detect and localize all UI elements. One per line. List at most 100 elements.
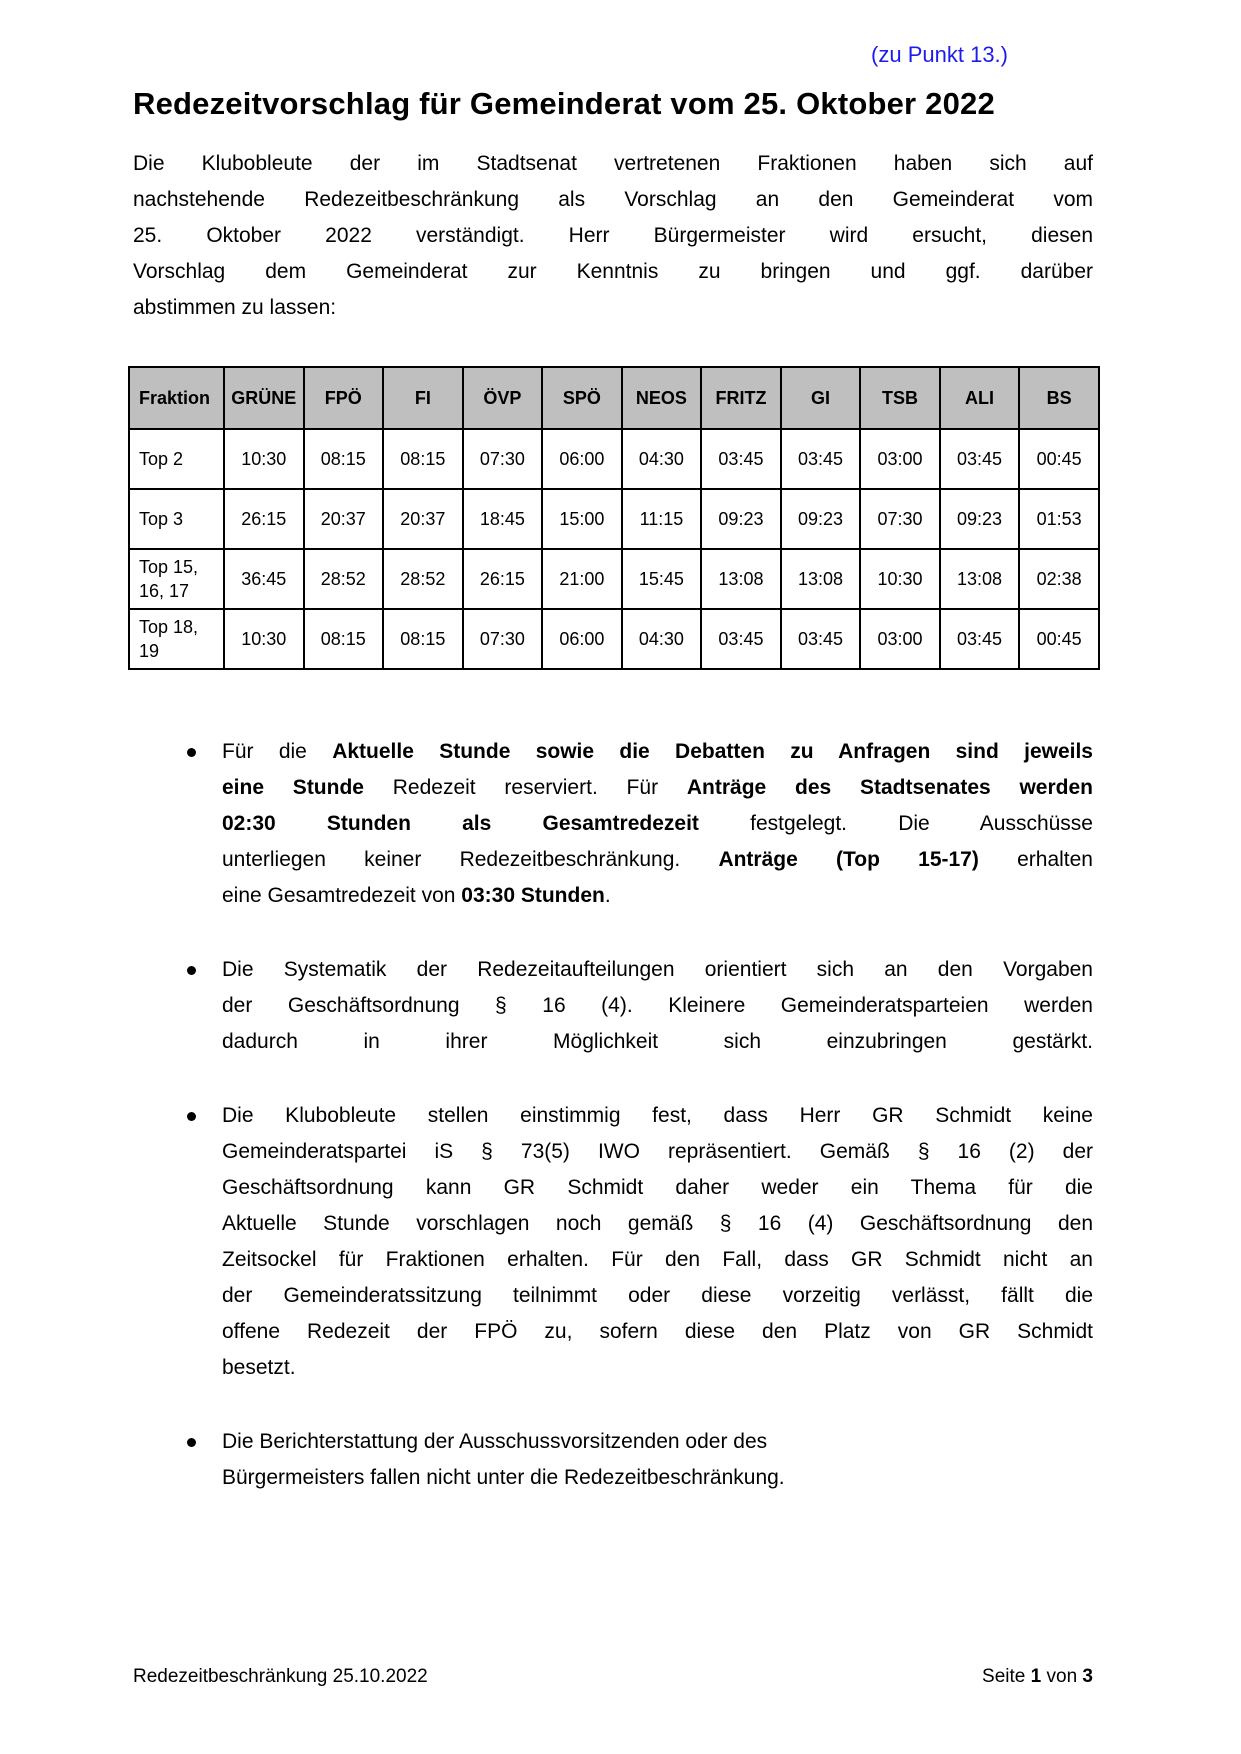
bold-text-segment: Aktuelle Stunde sowie die Debatten zu An…	[332, 740, 1093, 763]
bullet-item: Die Berichterstattung der Ausschussvorsi…	[133, 1424, 1093, 1496]
table-header-cell: ÖVP	[461, 366, 544, 430]
table-header-cell: Fraktion	[128, 366, 225, 430]
table-header-row: Fraktion GRÜNE FPÖ FI ÖVP SPÖ NEOS FRITZ GI TSB AL…	[128, 366, 1100, 430]
time-value-cell: 07:30	[859, 488, 941, 550]
page-number-value: 3	[1082, 1666, 1093, 1687]
time-value-cell: 03:45	[700, 608, 782, 670]
text-segment: dadurch in ihrer Möglichkeit sich einzub…	[222, 1030, 1093, 1053]
text-segment: Gemeinderatspartei iS § 73(5) IWO repräs…	[222, 1140, 1093, 1163]
text-segment: Die Systematik der Redezeitaufteilungen …	[222, 958, 1093, 981]
text-line: Gemeinderatspartei iS § 73(5) IWO repräs…	[222, 1134, 1093, 1170]
time-value-cell: 13:08	[700, 548, 782, 610]
time-value-cell: 20:37	[302, 488, 385, 550]
text-segment: Bürgermeisters fallen nicht unter die Re…	[222, 1466, 785, 1489]
text-segment: 25. Oktober 2022 verständigt. Herr Bürge…	[133, 224, 1093, 247]
table-row: Top 3 26:15 20:37 20:37 18:45 15:00 11:15 09:23…	[128, 488, 1100, 550]
text-segment: besetzt.	[222, 1356, 296, 1379]
row-label-cell: Top 2	[128, 428, 225, 490]
table-header-cell: GRÜNE	[223, 366, 305, 430]
text-line: nachstehende Redezeitbeschränkung als Vo…	[133, 182, 1093, 218]
time-value-cell: 26:15	[461, 548, 544, 610]
time-value-cell: 13:08	[938, 548, 1021, 610]
bullet-item: Die Klubobleute stellen einstimmig fest,…	[133, 1098, 1093, 1386]
table-row: Top 15, 16, 17 36:45 28:52 28:52 26:15 21:00 1…	[128, 548, 1100, 610]
time-value-cell: 26:15	[223, 488, 305, 550]
time-value-cell: 08:15	[382, 428, 464, 490]
time-value-cell: 36:45	[223, 548, 305, 610]
text-segment: Für die	[222, 740, 333, 763]
text-line: eine Gesamtredezeit von 03:30 Stunden.	[222, 878, 1093, 914]
row-label-cell: Top 18, 19	[128, 608, 225, 670]
text-segment: unterliegen keiner Redezeitbeschränkung.	[222, 848, 719, 871]
text-line: offene Redezeit der FPÖ zu, sofern diese…	[222, 1314, 1093, 1350]
time-value-cell: 18:45	[461, 488, 544, 550]
table-row: Top 18, 19 10:30 08:15 08:15 07:30 06:00 04:30…	[128, 608, 1100, 670]
bullet-marker-icon	[187, 1112, 196, 1121]
page-number-text: von	[1041, 1666, 1083, 1687]
time-value-cell: 04:30	[620, 608, 703, 670]
text-line: der Gemeinderatssitzung teilnimmt oder d…	[222, 1278, 1093, 1314]
time-value-cell: 03:45	[779, 428, 862, 490]
text-segment: Vorschlag dem Gemeinderat zur Kenntnis z…	[133, 260, 1093, 283]
time-value-cell: 07:30	[461, 428, 544, 490]
bullet-marker-icon	[187, 748, 196, 757]
bullet-marker-icon	[187, 1438, 196, 1447]
text-segment: festgelegt. Die Ausschüsse	[698, 812, 1093, 835]
text-line: Geschäftsordnung kann GR Schmidt daher w…	[222, 1170, 1093, 1206]
time-value-cell: 03:45	[938, 428, 1021, 490]
page-number-text: Seite	[982, 1666, 1031, 1687]
table-header-cell: SPÖ	[541, 366, 623, 430]
speaking-time-table: Fraktion GRÜNE FPÖ FI ÖVP SPÖ NEOS FRITZ GI TSB AL…	[128, 366, 1100, 670]
time-value-cell: 10:30	[859, 548, 941, 610]
time-value-cell: 00:45	[1018, 608, 1100, 670]
table-header-cell: FPÖ	[302, 366, 385, 430]
time-value-cell: 03:00	[859, 428, 941, 490]
row-label-cell: Top 3	[128, 488, 225, 550]
text-line: 02:30 Stunden als Gesamtredezeit festgel…	[222, 806, 1093, 842]
text-segment: nachstehende Redezeitbeschränkung als Vo…	[133, 188, 1093, 211]
text-segment: erhalten	[978, 848, 1093, 871]
time-value-cell: 15:00	[541, 488, 623, 550]
time-value-cell: 08:15	[302, 428, 385, 490]
intro-paragraph: Die Klubobleute der im Stadtsenat vertre…	[133, 146, 1093, 326]
time-value-cell: 03:45	[700, 428, 782, 490]
bullet-item: Die Systematik der Redezeitaufteilungen …	[133, 952, 1093, 1060]
table-header-cell: BS	[1018, 366, 1100, 430]
text-segment: der Gemeinderatssitzung teilnimmt oder d…	[222, 1284, 1093, 1307]
time-value-cell: 10:30	[223, 428, 305, 490]
time-value-cell: 03:45	[938, 608, 1021, 670]
time-value-cell: 13:08	[779, 548, 862, 610]
text-line: eine Stunde Redezeit reserviert. Für Ant…	[222, 770, 1093, 806]
time-value-cell: 04:30	[620, 428, 703, 490]
text-segment: der Geschäftsordnung § 16 (4). Kleinere …	[222, 994, 1093, 1017]
text-segment: Geschäftsordnung kann GR Schmidt daher w…	[222, 1176, 1093, 1199]
text-segment: .	[604, 884, 611, 907]
table-header-cell: FI	[382, 366, 464, 430]
table-header-cell: GI	[779, 366, 862, 430]
time-value-cell: 02:38	[1018, 548, 1100, 610]
time-value-cell: 11:15	[620, 488, 703, 550]
table-body: Top 2 10:30 08:15 08:15 07:30 06:00 04:30 03:45…	[128, 428, 1100, 670]
time-value-cell: 00:45	[1018, 428, 1100, 490]
bold-text-segment: 02:30 Stunden als Gesamtredezeit	[222, 812, 699, 835]
time-value-cell: 09:23	[779, 488, 862, 550]
text-line: Bürgermeisters fallen nicht unter die Re…	[222, 1460, 1093, 1496]
text-segment: Die Klubobleute stellen einstimmig fest,…	[222, 1104, 1093, 1127]
row-label-cell: Top 15, 16, 17	[128, 548, 225, 610]
footer-page-number: Seite 1 von 3	[982, 1666, 1093, 1688]
bullet-item: Für die Aktuelle Stunde sowie die Debatt…	[133, 734, 1093, 914]
bold-text-segment: 03:30 Stunden	[461, 884, 605, 907]
document-title: Redezeitvorschlag für Gemeinderat vom 25…	[133, 86, 995, 121]
time-value-cell: 15:45	[620, 548, 703, 610]
time-value-cell: 03:00	[859, 608, 941, 670]
bold-text-segment: Anträge des Stadtsenates werden	[686, 776, 1093, 799]
bold-text-segment: eine Stunde	[222, 776, 364, 799]
table-header-cell: TSB	[859, 366, 941, 430]
text-line: Die Berichterstattung der Ausschussvorsi…	[222, 1424, 1093, 1460]
table-header-cell: NEOS	[620, 366, 703, 430]
time-value-cell: 08:15	[382, 608, 464, 670]
footer: Redezeitbeschränkung 25.10.2022 Seite 1 …	[133, 1666, 1093, 1688]
text-line: Vorschlag dem Gemeinderat zur Kenntnis z…	[133, 254, 1093, 290]
text-segment: Die Klubobleute der im Stadtsenat vertre…	[133, 152, 1093, 175]
